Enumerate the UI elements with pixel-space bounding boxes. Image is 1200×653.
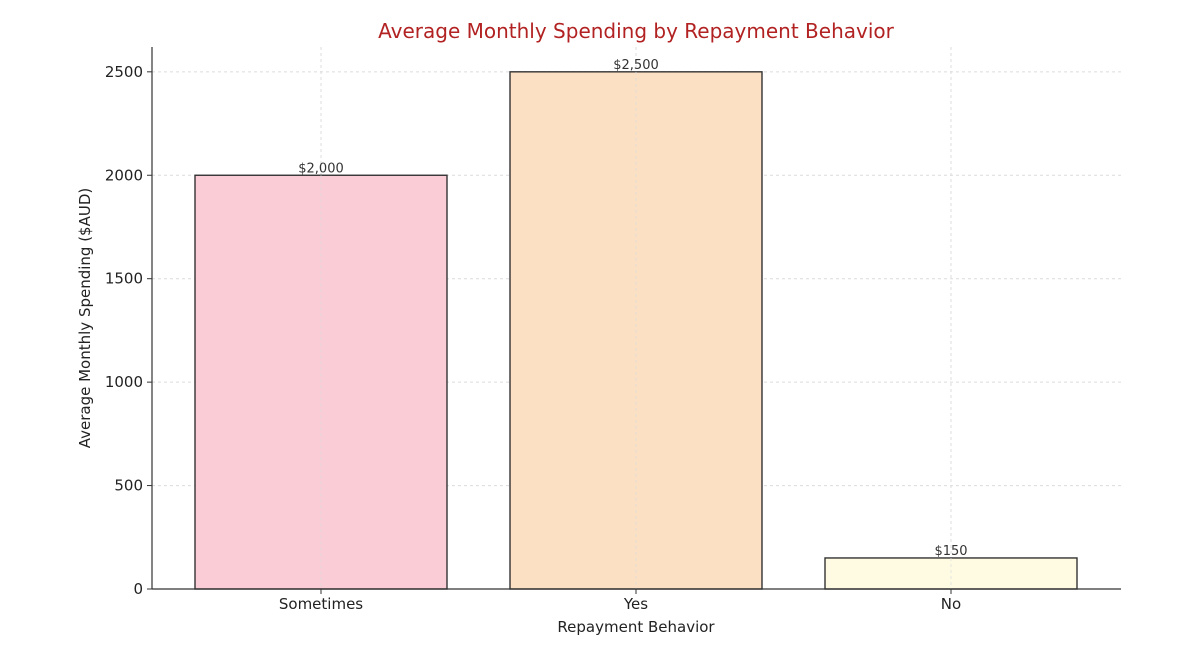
data-label: $2,500 (613, 58, 659, 73)
y-tick-label: 2000 (105, 166, 143, 184)
y-axis-label: Average Monthly Spending ($AUD) (76, 188, 94, 449)
x-ticks: Sometimes Yes No (279, 589, 961, 613)
y-tick-label: 0 (133, 580, 143, 598)
y-tick-label: 500 (114, 477, 143, 495)
data-label: $150 (934, 544, 967, 559)
x-tick-label: No (941, 595, 961, 613)
chart-title: Average Monthly Spending by Repayment Be… (378, 19, 895, 43)
y-tick-label: 1000 (105, 373, 143, 391)
x-tick-label: Yes (623, 595, 648, 613)
x-axis-label: Repayment Behavior (557, 618, 715, 636)
y-tick-label: 1500 (105, 270, 143, 288)
data-label: $2,000 (298, 161, 344, 176)
y-tick-label: 2500 (105, 63, 143, 81)
x-tick-label: Sometimes (279, 595, 363, 613)
bars (194, 71, 1078, 590)
data-labels: $2,000 $2,500 $150 (298, 58, 967, 559)
y-ticks: 0 500 1000 1500 2000 2500 (105, 63, 152, 598)
